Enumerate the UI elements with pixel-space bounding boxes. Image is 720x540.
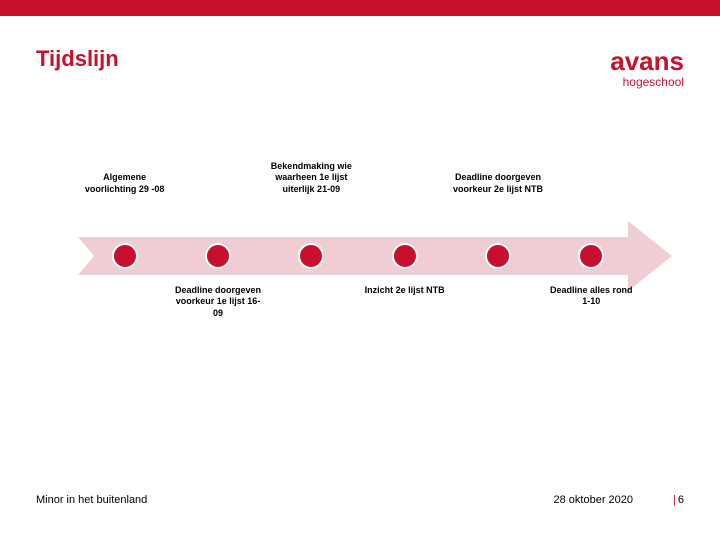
timeline-label-top: Algemene voorlichting 29 -08 [78, 172, 171, 195]
timeline-label-bottom: Deadline alles rond 1-10 [545, 285, 638, 308]
timeline-label-bottom: Inzicht 2e lijst NTB [358, 285, 451, 296]
timeline-node [205, 243, 231, 269]
logo-main: avans [610, 46, 684, 77]
logo-sub: hogeschool [610, 75, 684, 89]
page-title: Tijdslijn [36, 46, 119, 72]
timeline-label-top: Deadline doorgeven voorkeur 2e lijst NTB [451, 172, 544, 195]
footer: Minor in het buitenland 28 oktober 2020 … [36, 494, 684, 506]
footer-page: |6 [673, 494, 684, 506]
timeline-label-top: Bekendmaking wie waarheen 1e lijst uiter… [265, 161, 358, 195]
page-number: 6 [678, 494, 684, 506]
labels-bottom: . Deadline doorgeven voorkeur 1e lijst 1… [78, 285, 638, 319]
footer-left: Minor in het buitenland [36, 494, 147, 506]
timeline: Algemene voorlichting 29 -08 . Bekendmak… [36, 169, 684, 369]
labels-top: Algemene voorlichting 29 -08 . Bekendmak… [78, 161, 638, 195]
top-bar [0, 0, 720, 16]
timeline-node [392, 243, 418, 269]
timeline-label-bottom: Deadline doorgeven voorkeur 1e lijst 16-… [171, 285, 264, 319]
timeline-node [578, 243, 604, 269]
timeline-node [298, 243, 324, 269]
timeline-nodes [78, 237, 638, 275]
header: Tijdslijn avans hogeschool [0, 16, 720, 89]
logo: avans hogeschool [610, 46, 684, 89]
timeline-node [112, 243, 138, 269]
timeline-node [485, 243, 511, 269]
footer-date: 28 oktober 2020 [554, 494, 634, 506]
